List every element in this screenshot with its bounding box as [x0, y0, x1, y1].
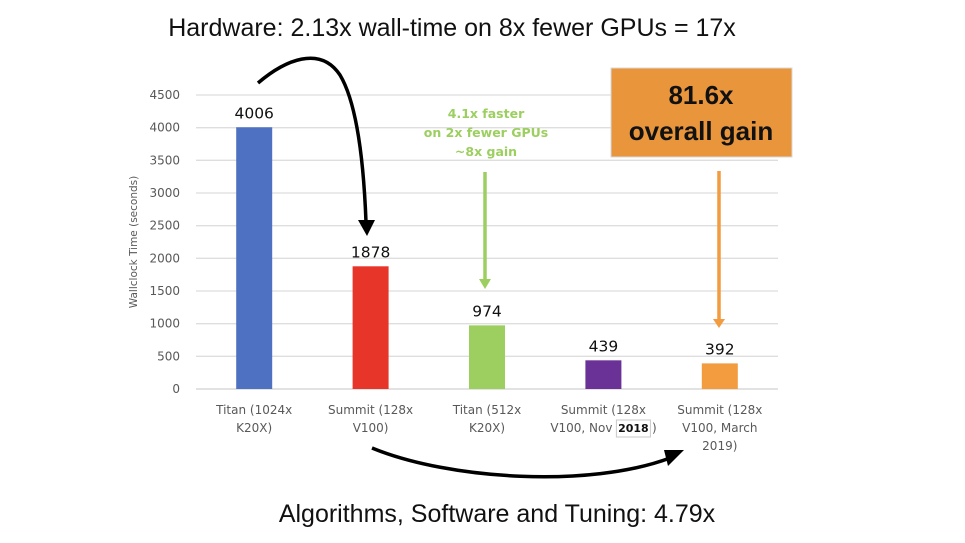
y-tick-label: 1000 [149, 317, 180, 331]
y-axis-label: Wallclock Time (seconds) [128, 176, 140, 308]
category-label: ) [652, 421, 657, 435]
overall-gain-label: overall gain [629, 116, 774, 146]
data-label: 974 [472, 302, 502, 320]
green-note-line1: 4.1x faster [448, 106, 525, 121]
y-tick-label: 1500 [149, 284, 180, 298]
y-tick-label: 3500 [149, 153, 180, 167]
green-note-line3: ~8x gain [455, 144, 517, 159]
category-label: Summit (128x [328, 403, 413, 417]
category-label: 2019) [702, 439, 737, 453]
chart-title: Hardware: 2.13x wall-time on 8x fewer GP… [168, 14, 736, 42]
category-label: K20X) [469, 421, 505, 435]
category-labels: Titan (1024x K20X) Summit (128x V100) Titan … [215, 403, 762, 453]
overall-gain-box [610, 67, 793, 158]
data-label: 392 [705, 340, 735, 358]
year-highlight-box [615, 419, 651, 438]
y-tick-label: 4000 [149, 121, 180, 135]
y-tick-label: 2500 [149, 219, 180, 233]
hardware-arrowhead [358, 220, 375, 236]
y-tick-label: 4500 [149, 88, 180, 102]
bar [585, 360, 622, 389]
bottom-caption: Algorithms, Software and Tuning: 4.79x [279, 500, 716, 528]
y-tick-labels: 0 500 1000 1500 2000 2500 3000 3500 4000 4500 [149, 88, 180, 396]
software-arrow [371, 446, 671, 479]
bars [236, 127, 738, 390]
category-label: Titan (1024x [215, 403, 292, 417]
category-label: V100, Nov [550, 421, 612, 435]
data-label: 439 [589, 337, 619, 355]
y-tick-label: 500 [157, 349, 180, 363]
category-label: Summit (128x [561, 403, 646, 417]
data-label: 4006 [234, 104, 273, 122]
y-tick-label: 3000 [149, 186, 180, 200]
bar [469, 325, 505, 389]
software-arrowhead [664, 450, 684, 466]
category-label: V100, March [682, 421, 757, 435]
overall-gain-value: 81.6x [668, 80, 734, 110]
category-label: V100) [353, 421, 389, 435]
data-labels: 4006 1878 974 439 392 [234, 104, 734, 358]
data-label: 1878 [351, 243, 390, 261]
bar [701, 363, 738, 389]
y-tick-label: 2000 [149, 251, 180, 265]
hardware-arrow [256, 56, 368, 223]
bar [236, 127, 273, 390]
bar [352, 266, 389, 389]
category-label-year: 2018 [618, 422, 649, 435]
category-label: Summit (128x [677, 403, 762, 417]
category-label: Titan (512x [452, 403, 521, 417]
category-label: K20X) [236, 421, 272, 435]
orange-arrowhead [713, 319, 725, 328]
y-tick-label: 0 [172, 382, 180, 396]
green-arrowhead [479, 279, 491, 289]
green-note-line2: on 2x fewer GPUs [424, 125, 548, 140]
